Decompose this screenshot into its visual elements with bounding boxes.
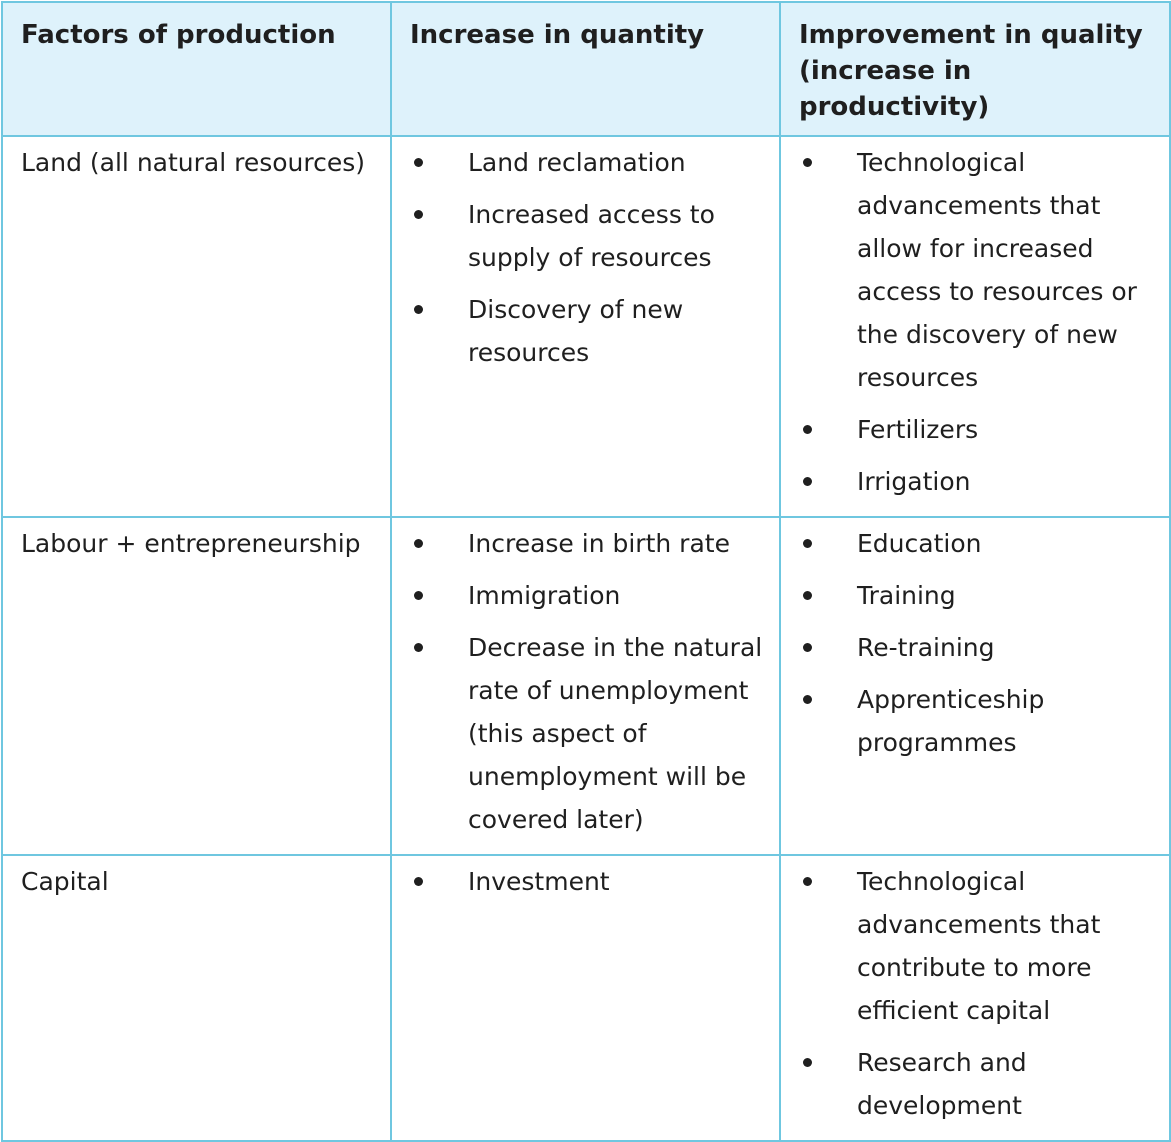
header-factors: Factors of production (1, 1, 392, 137)
list-item-text: Technological advancements that allow fo… (857, 148, 1137, 392)
list-item: Immigration (410, 574, 765, 617)
quality-list: Technological advancements that allow fo… (799, 141, 1155, 503)
bullet-icon (414, 591, 423, 600)
header-quality: Improvement in quality (increase in prod… (779, 1, 1171, 137)
list-item-text: Discovery of new resources (468, 295, 684, 367)
list-item-text: Immigration (468, 581, 621, 610)
list-item-text: Apprenticeship programmes (857, 685, 1045, 757)
list-item-text: Training (857, 581, 956, 610)
list-item: Investment (410, 860, 765, 903)
quality-cell: Education Training Re-training Apprentic… (779, 516, 1171, 856)
list-item: Fertilizers (799, 408, 1155, 451)
quality-list: Technological advancements that contribu… (799, 860, 1155, 1127)
quality-list: Education Training Re-training Apprentic… (799, 522, 1155, 764)
list-item-text: Fertilizers (857, 415, 979, 444)
bullet-icon (803, 877, 812, 886)
quantity-list: Land reclamation Increased access to sup… (410, 141, 765, 374)
list-item: Discovery of new resources (410, 288, 765, 374)
list-item: Land reclamation (410, 141, 765, 184)
list-item-text: Re-training (857, 633, 995, 662)
factor-cell: Labour + entrepreneurship (1, 516, 392, 856)
list-item: Re-training (799, 626, 1155, 669)
bullet-icon (414, 877, 423, 886)
header-quantity: Increase in quantity (390, 1, 781, 137)
bullet-icon (803, 539, 812, 548)
list-item-text: Land reclamation (468, 148, 686, 177)
list-item: Decrease in the natural rate of unemploy… (410, 626, 765, 841)
list-item: Research and development (799, 1041, 1155, 1127)
quantity-cell: Investment (390, 854, 781, 1142)
list-item-text: Technological advancements that contribu… (857, 867, 1101, 1025)
factor-cell: Capital (1, 854, 392, 1142)
quality-cell: Technological advancements that contribu… (779, 854, 1171, 1142)
list-item: Irrigation (799, 460, 1155, 503)
list-item: Technological advancements that allow fo… (799, 141, 1155, 399)
bullet-icon (803, 477, 812, 486)
list-item-text: Irrigation (857, 467, 971, 496)
list-item-text: Increase in birth rate (468, 529, 730, 558)
quantity-list: Investment (410, 860, 765, 903)
list-item: Education (799, 522, 1155, 565)
list-item: Increased access to supply of resources (410, 193, 765, 279)
list-item: Training (799, 574, 1155, 617)
list-item-text: Investment (468, 867, 610, 896)
bullet-icon (414, 158, 423, 167)
table-row: Capital Investment Technological advance… (1, 854, 1171, 1142)
quantity-cell: Land reclamation Increased access to sup… (390, 135, 781, 518)
bullet-icon (803, 425, 812, 434)
bullet-icon (803, 158, 812, 167)
quantity-list: Increase in birth rate Immigration Decre… (410, 522, 765, 841)
quality-cell: Technological advancements that allow fo… (779, 135, 1171, 518)
list-item-text: Increased access to supply of resources (468, 200, 715, 272)
bullet-icon (803, 643, 812, 652)
list-item-text: Decrease in the natural rate of unemploy… (468, 633, 763, 834)
list-item: Increase in birth rate (410, 522, 765, 565)
list-item-text: Education (857, 529, 982, 558)
bullet-icon (803, 1058, 812, 1067)
bullet-icon (803, 591, 812, 600)
list-item-text: Research and development (857, 1048, 1027, 1120)
bullet-icon (414, 210, 423, 219)
bullet-icon (414, 305, 423, 314)
list-item: Apprenticeship programmes (799, 678, 1155, 764)
list-item: Technological advancements that contribu… (799, 860, 1155, 1032)
quantity-cell: Increase in birth rate Immigration Decre… (390, 516, 781, 856)
table-row: Land (all natural resources) Land reclam… (1, 135, 1171, 518)
table-row: Labour + entrepreneurship Increase in bi… (1, 516, 1171, 856)
bullet-icon (414, 539, 423, 548)
factor-cell: Land (all natural resources) (1, 135, 392, 518)
bullet-icon (803, 695, 812, 704)
header-row: Factors of production Increase in quanti… (1, 1, 1171, 137)
bullet-icon (414, 643, 423, 652)
